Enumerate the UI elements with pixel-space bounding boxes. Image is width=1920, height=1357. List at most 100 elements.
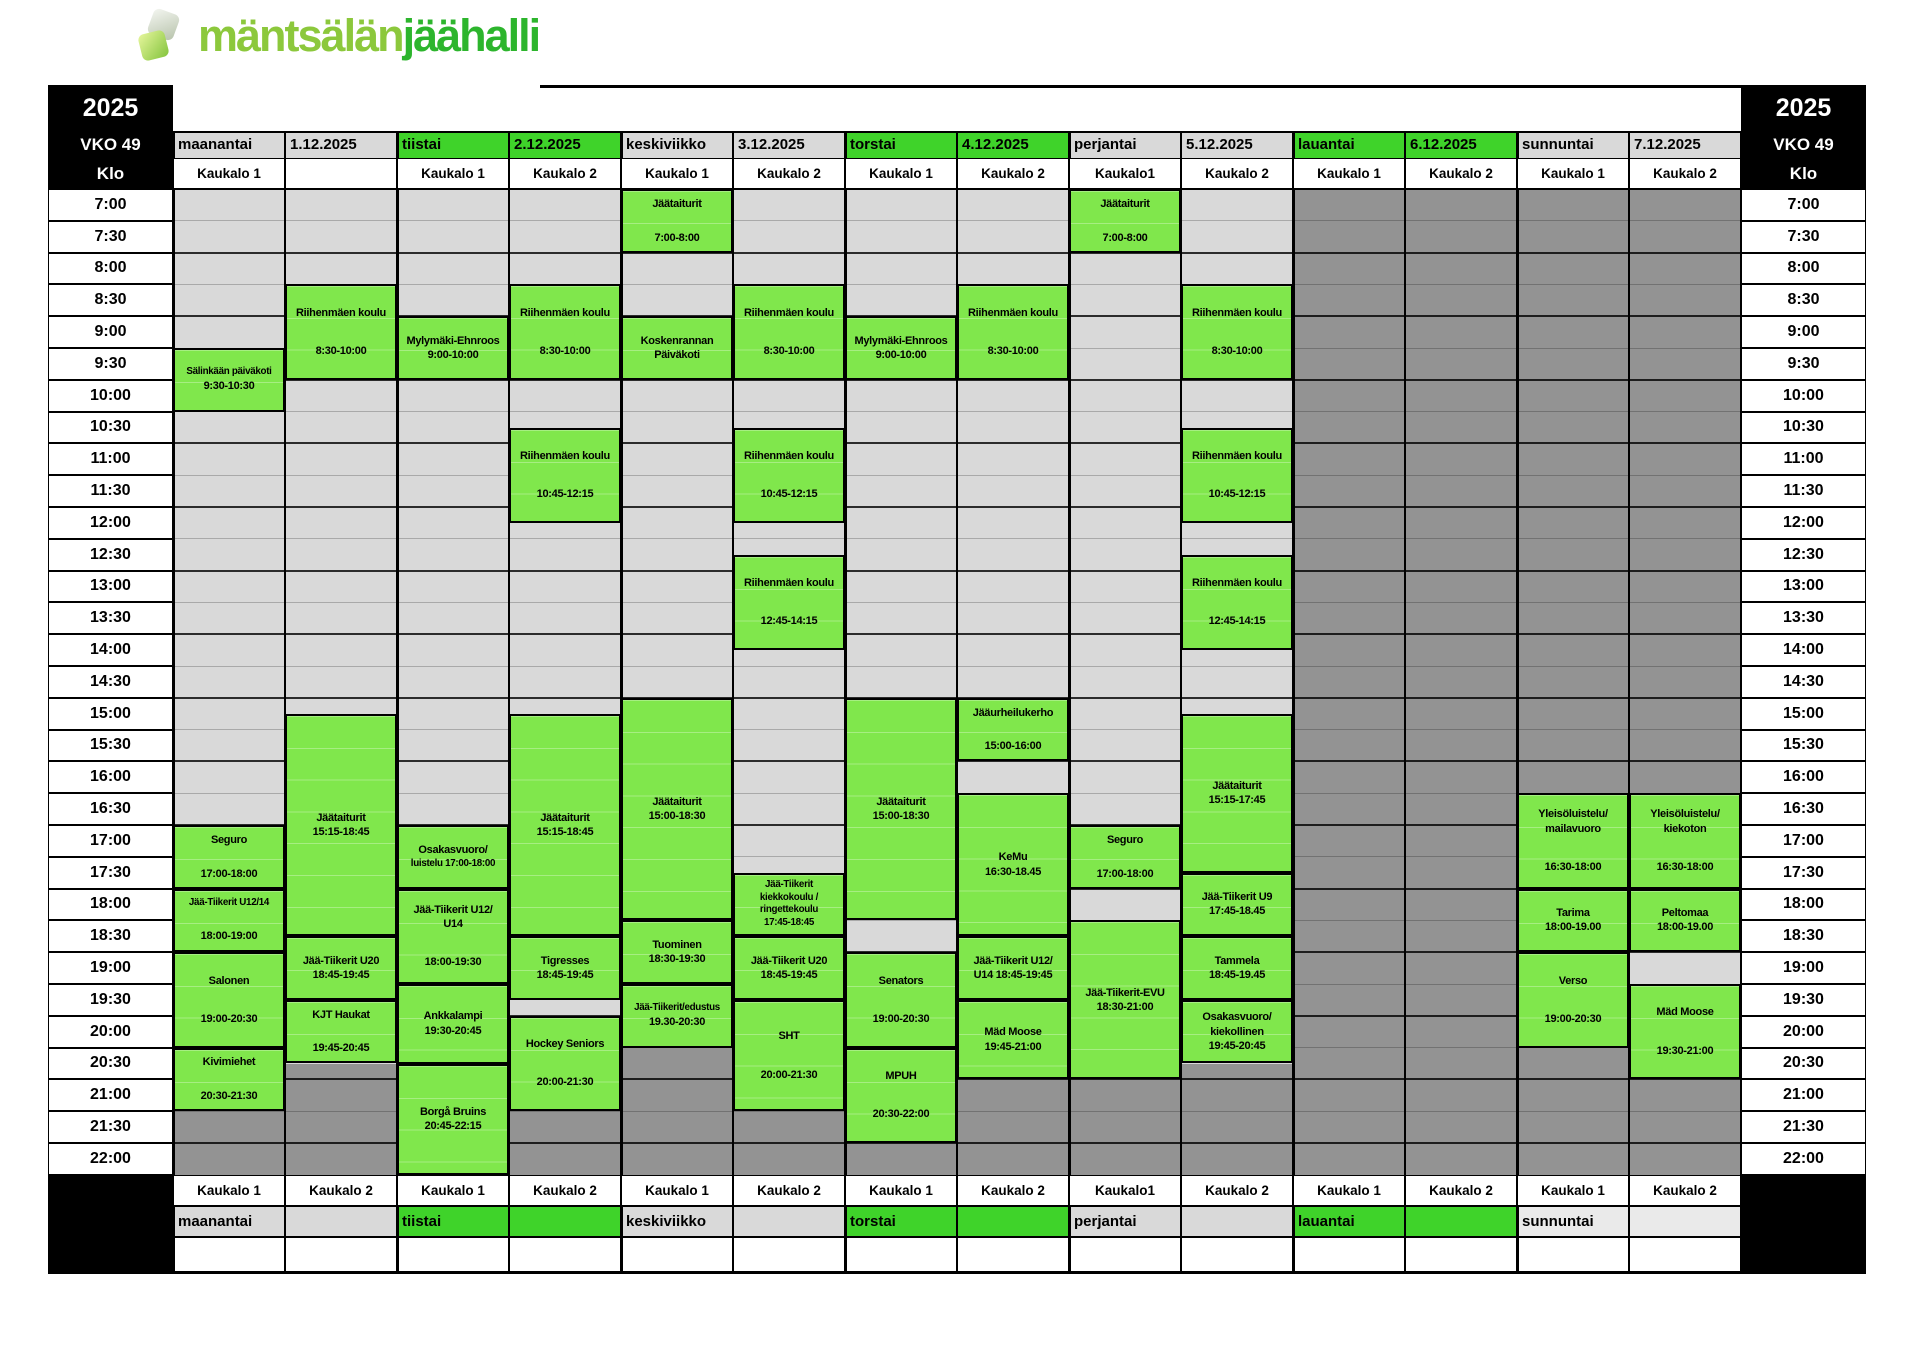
footer-rink-cell: Kaukalo 2: [957, 1174, 1069, 1206]
closed-segment: [1405, 189, 1517, 1175]
booking-line: Jäätaiturit: [316, 811, 366, 824]
footer-rink-cell: Kaukalo 2: [285, 1174, 397, 1206]
booking-line: 18:00-19:30: [424, 956, 482, 969]
booking-line: Tarima: [1556, 907, 1590, 920]
booking-line: 19:00-20:30: [200, 1012, 258, 1025]
booking-line: SHT: [778, 1030, 800, 1043]
closed-segment: [621, 1047, 733, 1175]
rink-header-cell: Kaukalo 1: [621, 158, 733, 189]
day-separator: [1515, 131, 1519, 1274]
rink-separator: [1180, 131, 1182, 1274]
booking-block: Kivimiehet 20:30-21:30: [173, 1047, 285, 1112]
booking-line: Jää-Tiikerit U9: [1201, 891, 1273, 904]
booking-line: 15:00-18:30: [872, 810, 930, 823]
booking-block: Seguro 17:00-18:00: [1069, 825, 1181, 889]
time-cell-left: 18:30: [48, 920, 173, 953]
booking-block: Jäätaiturit 15:15-17:45: [1181, 713, 1293, 873]
booking-line: 20:30-21:30: [200, 1090, 258, 1103]
day-name: lauantai: [1298, 136, 1355, 153]
booking-block: Jää-Tiikerit/edustus 19.30-20:30: [621, 984, 733, 1048]
time-cell-left: 11:30: [48, 475, 173, 507]
time-cell-right: 7:30: [1741, 220, 1866, 253]
time-cell-left: 9:00: [48, 316, 173, 348]
booking-line: 16:30-18:00: [1544, 861, 1602, 874]
booking-block: Peltomaa 18:00-19.00: [1629, 888, 1741, 953]
footer-rink-cell: Kaukalo 2: [1181, 1174, 1293, 1206]
booking-line: Seguro: [1106, 833, 1144, 846]
week-box-right: VKO 49: [1741, 131, 1866, 158]
booking-line: Jäätaiturit: [652, 795, 702, 808]
booking-line: 8:30-10:00: [987, 345, 1039, 358]
time-cell-left: 19:30: [48, 984, 173, 1016]
time-cell-right: 21:30: [1741, 1111, 1866, 1143]
day-name: torstai: [850, 136, 896, 153]
time-cell-left: 22:00: [48, 1143, 173, 1175]
week-box-left: VKO 49: [48, 131, 173, 158]
booking-line: mailavuoro: [1545, 822, 1601, 835]
booking-line: KeMu: [998, 851, 1028, 864]
booking-block: Riihenmäen koulu 8:30-10:00: [285, 284, 397, 380]
booking-line: 9:30-10:30: [203, 380, 255, 393]
footer-left-block: [48, 1174, 173, 1271]
booking-line: 19:00-20:30: [1544, 1012, 1602, 1025]
booking-line: Osakasvuoro/: [418, 844, 488, 857]
booking-line: Jää-Tiikerit U12/: [413, 903, 493, 916]
booking-block: Mylymäki-Ehnroos 9:00-10:00: [845, 316, 957, 380]
booking-block: Jäätaiturit 15:15-18:45: [285, 713, 397, 937]
booking-line: 15:15-17:45: [1208, 794, 1266, 807]
booking-line: Riihenmäen koulu: [1192, 449, 1282, 462]
logo-title: mäntsälänjäähalli: [198, 10, 542, 62]
klo-box-left: Klo: [48, 158, 173, 189]
time-cell-right: 8:30: [1741, 284, 1866, 317]
day-date: 7.12.2025: [1634, 136, 1701, 153]
booking-line: Jäätaiturit: [540, 811, 590, 824]
logo-leaf-icon: [137, 7, 186, 64]
booking-line: 12:45-14:15: [760, 615, 818, 628]
booking-line: U14 18:45-19:45: [973, 969, 1053, 982]
booking-block: Jää-Tiikerit U20 18:45-19:45: [285, 936, 397, 1000]
rink-separator: [1404, 131, 1406, 1274]
time-cell-right: 10:00: [1741, 379, 1866, 412]
booking-line: Jäätaiturit: [652, 197, 702, 210]
booking-block: SHT 20:00-21:30: [733, 999, 845, 1112]
time-cell-right: 16:00: [1741, 761, 1866, 794]
booking-line: Jää-Tiikerit U20: [302, 954, 380, 967]
booking-block: Hockey Seniors 20:00-21:30: [509, 1015, 621, 1112]
rink-separator: [1628, 131, 1630, 1274]
booking-line: Jäätaiturit: [876, 795, 926, 808]
logo-title-dark: jäähalli: [402, 10, 542, 61]
time-cell-left: 7:00: [48, 189, 173, 221]
booking-block: Tigresses 18:45-19:45: [509, 936, 621, 1000]
booking-line: 15:15-18:45: [312, 825, 370, 838]
booking-block: Jää-Tiikerit kiekkokoulu / ringettekoulu 17…: [733, 872, 845, 937]
booking-line: Tigresses: [540, 954, 590, 967]
day-separator: [1067, 131, 1071, 1274]
day-separator: [171, 131, 175, 1274]
booking-block: Tarima 18:00-19.00: [1517, 888, 1629, 953]
booking-block: Sälinkään päiväkoti 9:30-10:30: [173, 348, 285, 412]
booking-line: Jää-Tiikerit U20: [750, 954, 828, 967]
rink-header-cell: Kaukalo 2: [733, 158, 845, 189]
booking-line: Senators: [878, 974, 924, 987]
day-date: 6.12.2025: [1410, 136, 1477, 153]
booking-block: Jäätaiturit 7:00-8:00: [1069, 189, 1181, 253]
footer-day-name: perjantai: [1074, 1212, 1137, 1230]
time-cell-right: 13:00: [1741, 570, 1866, 603]
table-bottom-border: [48, 1270, 1866, 1274]
footer-day-name: tiistai: [402, 1212, 442, 1230]
footer-rink-cell: Kaukalo 2: [1629, 1174, 1741, 1206]
day-name: keskiviikko: [626, 136, 707, 153]
booking-line: Sälinkään päiväkoti: [186, 366, 272, 378]
booking-line: 19.30-20:30: [648, 1016, 706, 1029]
day-date: 2.12.2025: [514, 136, 581, 153]
time-cell-right: 12:00: [1741, 507, 1866, 539]
time-cell-right: 17:00: [1741, 825, 1866, 857]
booking-line: Tuominen: [652, 938, 702, 951]
time-cell-left: 8:30: [48, 284, 173, 317]
booking-line: Jää-Tiikerit U12/: [973, 954, 1053, 967]
booking-block: Tammela 18:45-19.45: [1181, 936, 1293, 1000]
footer-right-block: [1741, 1174, 1866, 1271]
rink-header-cell: Kaukalo1: [1069, 158, 1181, 189]
booking-line: 18:45-19:45: [760, 969, 818, 982]
booking-block: Riihenmäen koulu 8:30-10:00: [733, 284, 845, 380]
